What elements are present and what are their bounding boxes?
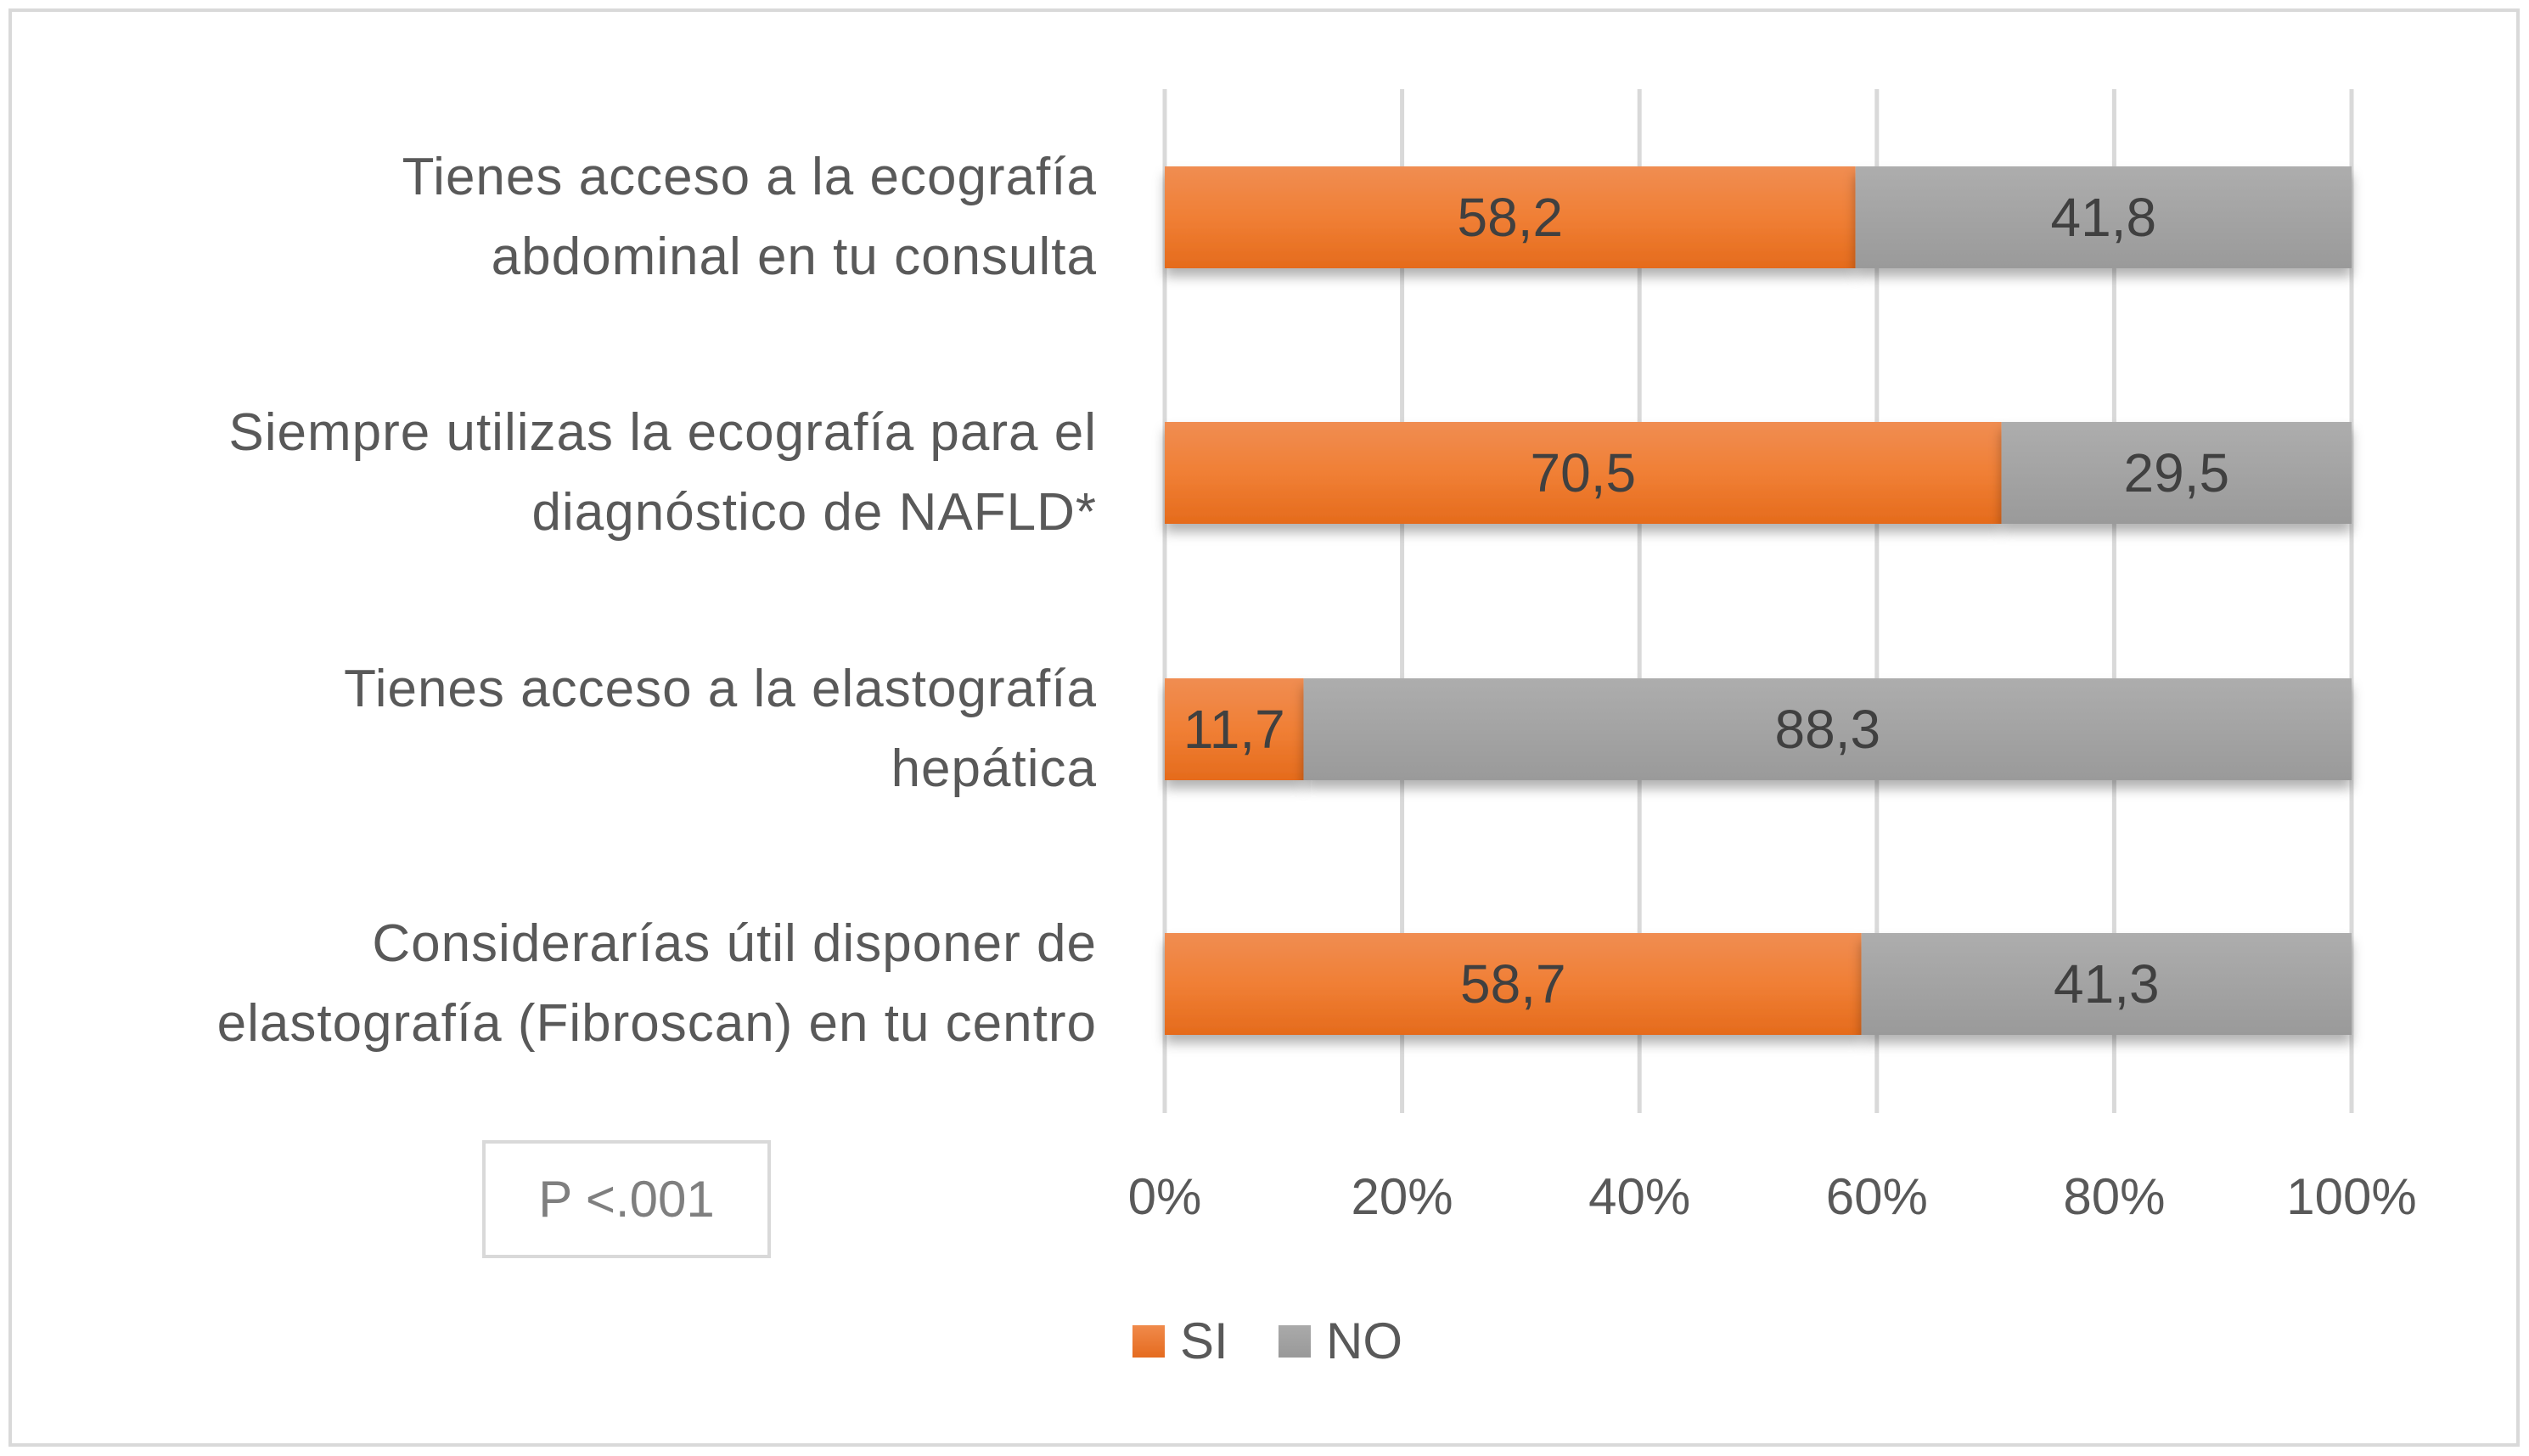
data-label: 41,8 xyxy=(2051,187,2157,248)
data-label: 58,2 xyxy=(1458,187,1564,248)
category-label-line: diagnóstico de NAFLD* xyxy=(531,483,1097,542)
legend-label-no: NO xyxy=(1326,1313,1402,1369)
bar-no xyxy=(2001,422,2352,524)
data-label: 11,7 xyxy=(1183,699,1285,760)
category-label-line: Tienes acceso a la ecografía xyxy=(402,148,1097,206)
category-label: Tienes acceso a la elastografía hepática xyxy=(36,649,1097,809)
category-label-line: Siempre utilizas la ecografía para el xyxy=(228,403,1097,462)
x-tick-label: 20% xyxy=(1352,1168,1453,1225)
bar-si xyxy=(1165,678,1304,780)
category-label-line: Tienes acceso a la elastografía xyxy=(344,660,1097,718)
x-tick-label: 60% xyxy=(1826,1168,1928,1225)
x-tick-label: 80% xyxy=(2063,1168,2165,1225)
bar-no xyxy=(1303,678,2352,780)
data-label: 70,5 xyxy=(1531,442,1637,503)
category-label-line: Considerarías útil disponer de xyxy=(372,914,1097,973)
data-label: 58,7 xyxy=(1460,953,1566,1015)
legend-swatch-si xyxy=(1132,1324,1165,1358)
category-label-line: hepática xyxy=(891,739,1097,798)
bar-si xyxy=(1165,166,1856,268)
legend-item-no: NO xyxy=(1279,1312,1402,1370)
data-label: 41,3 xyxy=(2054,953,2160,1015)
bar-no xyxy=(1855,166,2352,268)
chart-frame xyxy=(8,8,2520,1447)
x-tick-label: 100% xyxy=(2286,1168,2416,1225)
p-value-annotation: P <.001 xyxy=(482,1140,771,1258)
bar-no xyxy=(1861,933,2352,1035)
category-label-line: abdominal en tu consulta xyxy=(491,228,1097,286)
legend-item-si: SI xyxy=(1132,1312,1228,1370)
category-label: Considerarías útil disponer de elastograf… xyxy=(36,904,1097,1064)
x-tick-label: 0% xyxy=(1128,1168,1202,1225)
bar-si xyxy=(1165,933,1862,1035)
bar-si xyxy=(1165,422,2002,524)
legend-swatch-no xyxy=(1279,1324,1311,1358)
legend-label-si: SI xyxy=(1180,1313,1228,1369)
data-label: 88,3 xyxy=(1775,699,1881,760)
category-label: Siempre utilizas la ecografía para el dia… xyxy=(36,393,1097,553)
x-tick-label: 40% xyxy=(1588,1168,1690,1225)
category-label: Tienes acceso a la ecografía abdominal en… xyxy=(36,138,1097,297)
data-label: 29,5 xyxy=(2124,442,2230,503)
category-label-line: elastografía (Fibroscan) en tu centro xyxy=(216,994,1097,1053)
